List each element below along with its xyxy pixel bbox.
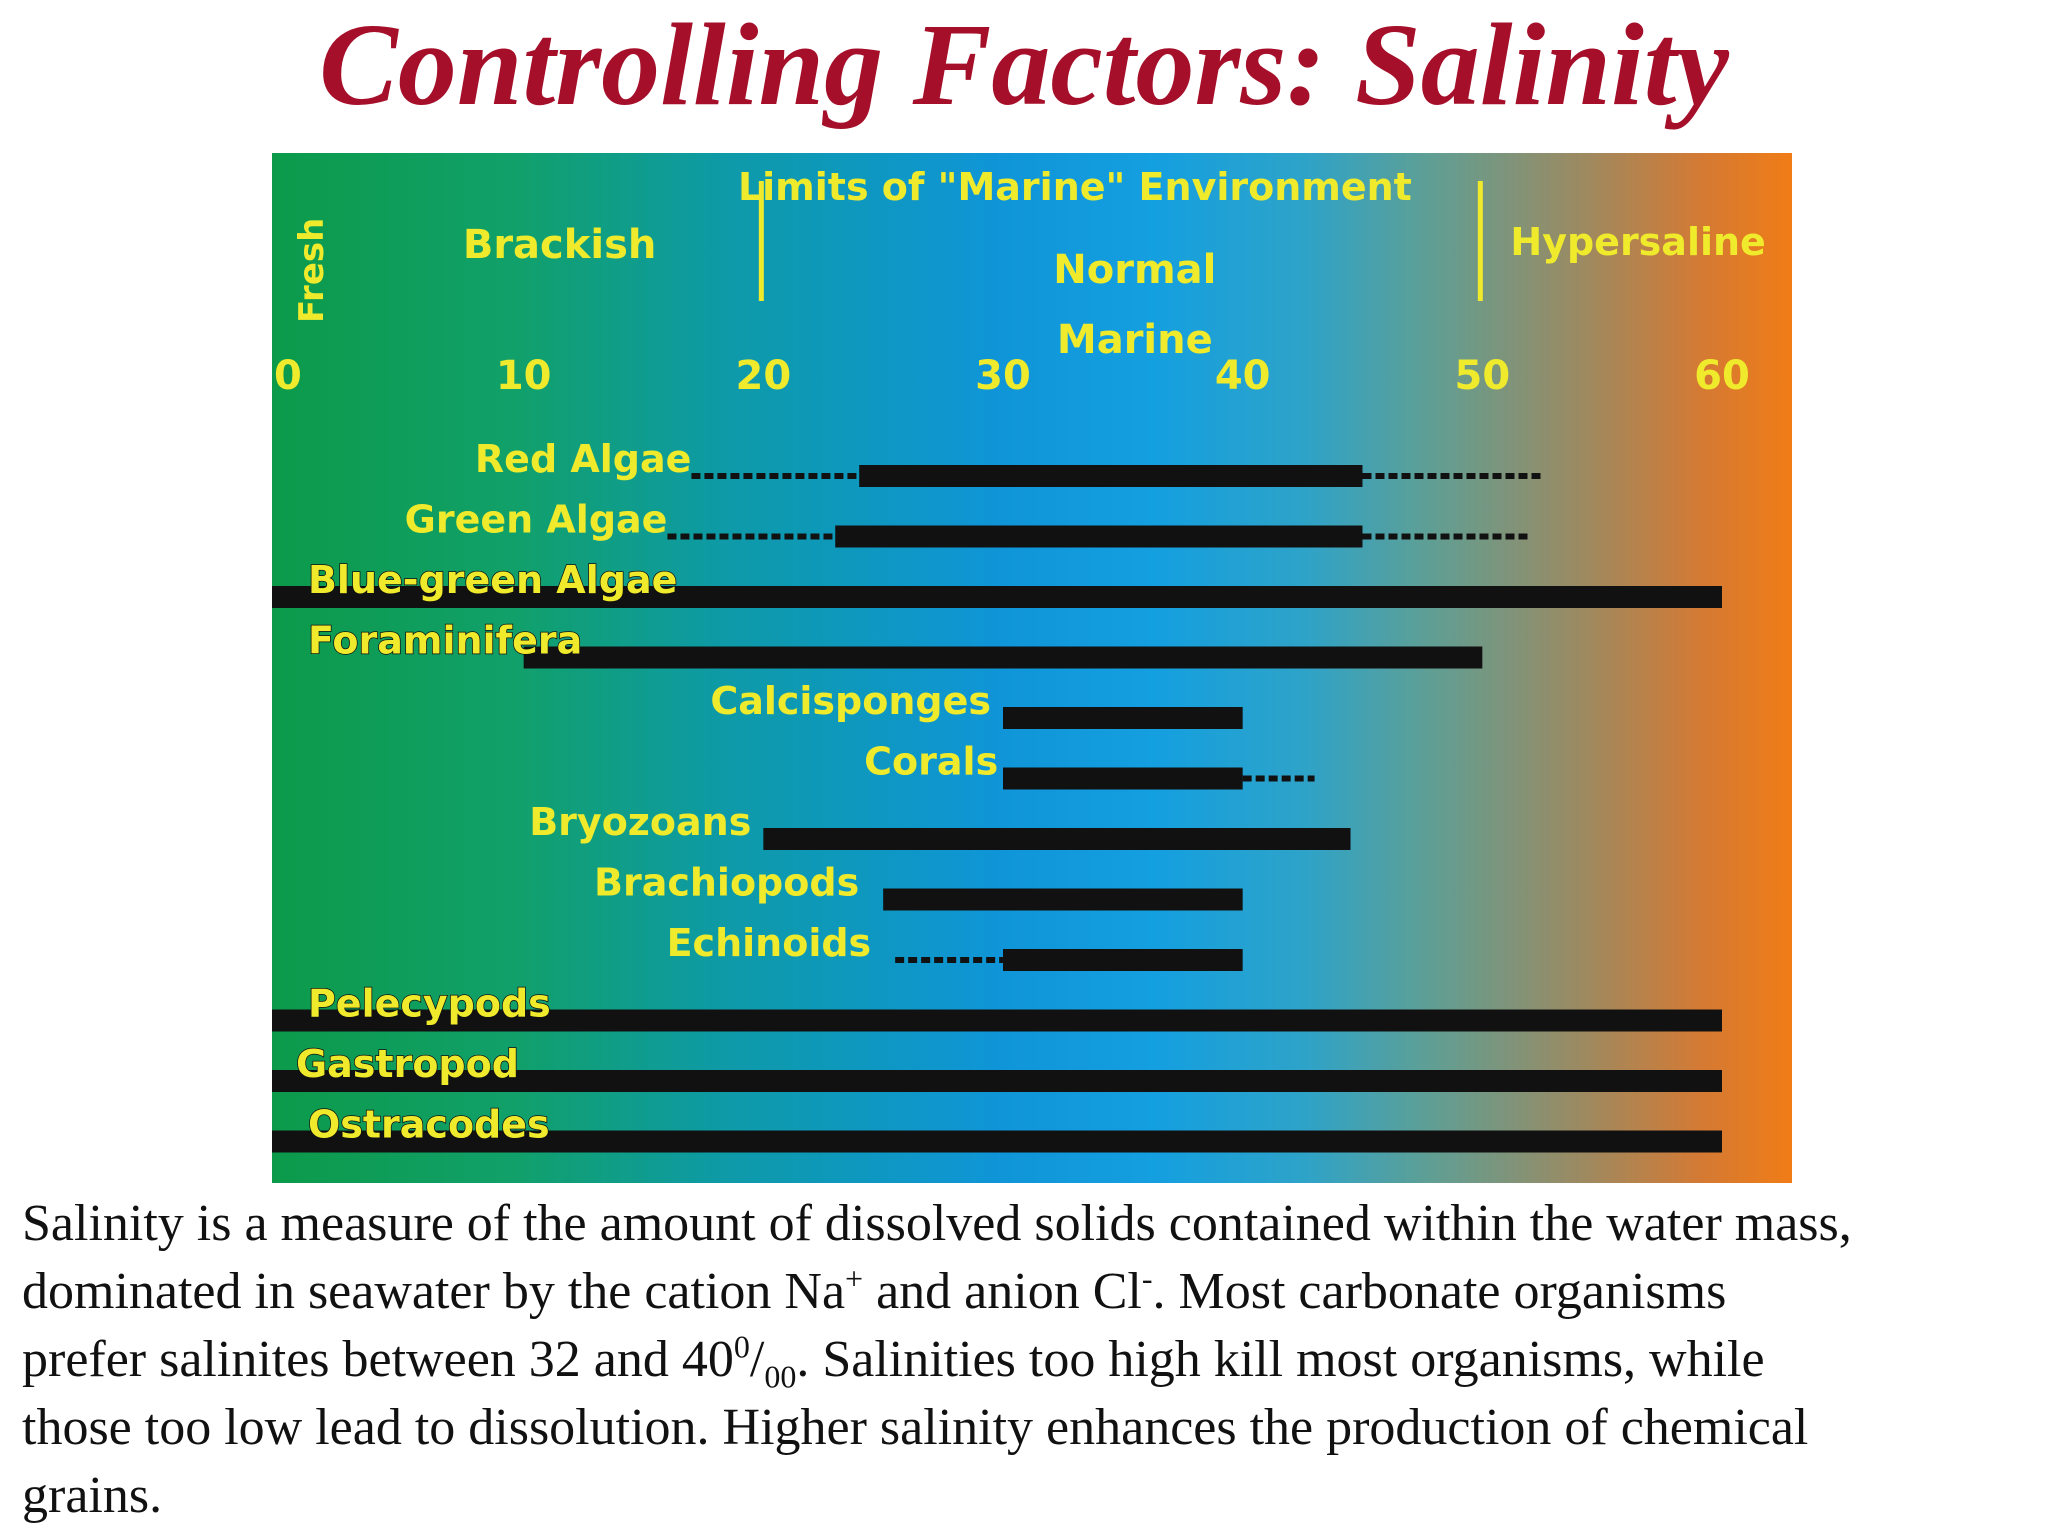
zone-label-marine: Marine: [1057, 317, 1213, 363]
bar-label-blue-green-algae: Blue-green Algae: [308, 558, 677, 602]
bar-green-algae: [835, 525, 1363, 548]
zone-label-hypersaline: Hypersaline: [1510, 220, 1765, 264]
tick-label-50: 50: [1454, 353, 1510, 399]
bar-calcisponges: [1003, 707, 1243, 729]
bar-pelecypods: [272, 1009, 1722, 1032]
permil-sub: 00: [764, 1358, 797, 1395]
zone-label-normal: Normal: [1053, 247, 1216, 293]
caption-line-3a: prefer salinites between 32 and 40: [22, 1331, 734, 1388]
slide-title: Controlling Factors: Salinity: [319, 0, 1729, 130]
bar-label-calcisponges: Calcisponges: [710, 679, 991, 723]
sodium-charge: +: [845, 1260, 864, 1297]
bar-ostracodes: [272, 1130, 1722, 1153]
bar-label-foraminifera: Foraminifera: [308, 619, 582, 663]
caption-line-5: grains.: [22, 1467, 163, 1524]
bar-foraminifera: [523, 646, 1483, 669]
bar-label-bryozoans: Bryozoans: [529, 800, 751, 844]
caption: Salinity is a measure of the amount of d…: [22, 1190, 2032, 1530]
chloride-charge: -: [1141, 1260, 1153, 1297]
caption-line-2b: and anion Cl: [863, 1263, 1142, 1320]
caption-line-1: Salinity is a measure of the amount of d…: [22, 1195, 1852, 1252]
permil-slash: /: [749, 1331, 765, 1388]
bar-label-ostracodes: Ostracodes: [308, 1103, 550, 1147]
zone-label-fresh: Fresh: [292, 218, 332, 323]
bar-gastropod: [272, 1070, 1722, 1092]
salinity-range-chart: Fresh Brackish Limits of "Marine" Environm…: [272, 153, 1792, 1183]
bar-echinoids: [1003, 949, 1243, 971]
zone-label-limits-of-marine-environment: Limits of "Marine" Environment: [738, 165, 1412, 209]
bar-blue-green-algae: [272, 586, 1722, 608]
tick-label-40: 40: [1215, 353, 1271, 399]
tick-label-0: 0: [274, 353, 302, 399]
bar-brachiopods: [883, 888, 1243, 911]
tick-label-20: 20: [735, 353, 791, 399]
bar-label-brachiopods: Brachiopods: [594, 861, 859, 905]
caption-line-2a: dominated in seawater by the cation Na: [22, 1263, 846, 1320]
bar-label-red-algae: Red Algae: [475, 437, 692, 481]
tick-label-10: 10: [496, 353, 552, 399]
tick-label-60: 60: [1694, 353, 1750, 399]
chart-svg: Fresh Brackish Limits of "Marine" Environm…: [272, 165, 1766, 1153]
caption-line-2c: . Most carbonate organisms: [1152, 1263, 1727, 1320]
bar-corals: [1003, 767, 1243, 790]
caption-line-4: those too low lead to dissolution. Highe…: [22, 1399, 1809, 1456]
permil-sup: 0: [733, 1328, 750, 1365]
bar-label-green-algae: Green Algae: [405, 498, 668, 542]
bar-label-gastropod: Gastropod: [296, 1042, 519, 1086]
bar-label-echinoids: Echinoids: [667, 921, 872, 965]
caption-line-3b: . Salinities too high kill most organism…: [796, 1331, 1765, 1388]
tick-label-30: 30: [975, 353, 1031, 399]
zone-label-brackish: Brackish: [463, 222, 657, 268]
bar-label-pelecypods: Pelecypods: [308, 982, 551, 1026]
bar-bryozoans: [763, 828, 1351, 850]
bar-label-corals: Corals: [864, 740, 998, 784]
bar-red-algae: [859, 465, 1363, 487]
